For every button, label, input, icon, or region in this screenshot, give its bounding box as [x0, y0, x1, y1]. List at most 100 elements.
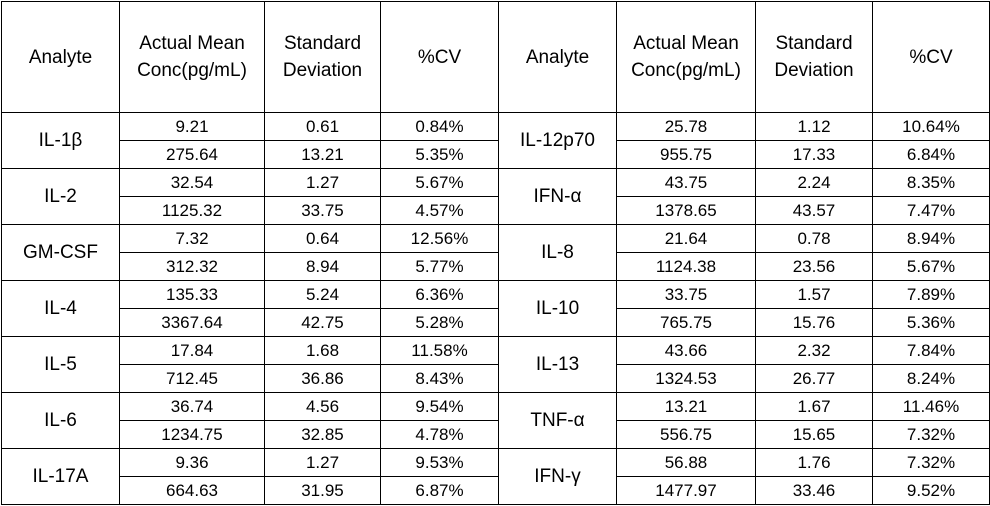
mean-conc-cell: 1125.32 [119, 196, 265, 225]
mean-conc-cell: 25.78 [616, 112, 756, 141]
std-dev-cell: 15.76 [755, 308, 873, 337]
mean-conc-cell: 135.33 [119, 280, 265, 309]
mean-conc-cell: 1477.97 [616, 476, 756, 505]
std-dev-cell: 8.94 [264, 252, 381, 281]
analyte-cell: IL-6 [1, 392, 120, 449]
header-analyte: Analyte [1, 1, 120, 113]
table-body: IL-1β 9.21 0.61 0.84% IL-12p70 25.78 1.12 10.64… [1, 112, 990, 505]
std-dev-cell: 32.85 [264, 420, 381, 449]
cv-cell: 7.89% [872, 280, 990, 309]
std-dev-cell: 1.27 [264, 168, 381, 197]
mean-conc-cell: 1378.65 [616, 196, 756, 225]
header-cv: %CV [872, 1, 990, 113]
mean-conc-cell: 33.75 [616, 280, 756, 309]
mean-conc-cell: 312.32 [119, 252, 265, 281]
mean-conc-cell: 21.64 [616, 224, 756, 253]
cv-cell: 11.58% [380, 336, 499, 365]
cv-cell: 8.43% [380, 364, 499, 393]
header-actual-mean-conc: Actual Mean Conc(pg/mL) [119, 1, 265, 113]
cv-cell: 7.32% [872, 420, 990, 449]
analyte-cell: IL-4 [1, 280, 120, 337]
mean-conc-cell: 955.75 [616, 140, 756, 169]
analyte-cell: IFN-α [498, 168, 617, 225]
analyte-cell: IL-12p70 [498, 112, 617, 169]
header-analyte: Analyte [498, 1, 617, 113]
mean-conc-cell: 275.64 [119, 140, 265, 169]
table-row: 1125.32 33.75 4.57% 1378.65 43.57 7.47% [2, 196, 990, 225]
cv-cell: 5.36% [872, 308, 990, 337]
mean-conc-cell: 43.75 [616, 168, 756, 197]
analyte-cell: IL-2 [1, 168, 120, 225]
cv-cell: 5.67% [872, 252, 990, 281]
table-row: 275.64 13.21 5.35% 955.75 17.33 6.84% [2, 140, 990, 169]
std-dev-cell: 17.33 [755, 140, 873, 169]
cv-cell: 5.28% [380, 308, 499, 337]
cv-cell: 9.53% [380, 448, 499, 477]
std-dev-cell: 13.21 [264, 140, 381, 169]
cv-cell: 5.77% [380, 252, 499, 281]
cv-cell: 7.84% [872, 336, 990, 365]
std-dev-cell: 43.57 [755, 196, 873, 225]
std-dev-cell: 4.56 [264, 392, 381, 421]
mean-conc-cell: 43.66 [616, 336, 756, 365]
std-dev-cell: 31.95 [264, 476, 381, 505]
cv-cell: 8.94% [872, 224, 990, 253]
cv-cell: 0.84% [380, 112, 499, 141]
mean-conc-cell: 712.45 [119, 364, 265, 393]
header-cv: %CV [380, 1, 499, 113]
std-dev-cell: 1.12 [755, 112, 873, 141]
std-dev-cell: 0.78 [755, 224, 873, 253]
std-dev-cell: 2.32 [755, 336, 873, 365]
table-row: 3367.64 42.75 5.28% 765.75 15.76 5.36% [2, 308, 990, 337]
std-dev-cell: 1.76 [755, 448, 873, 477]
mean-conc-cell: 765.75 [616, 308, 756, 337]
analyte-cell: IL-17A [1, 448, 120, 505]
std-dev-cell: 1.57 [755, 280, 873, 309]
analyte-cell: IL-5 [1, 336, 120, 393]
std-dev-cell: 2.24 [755, 168, 873, 197]
analyte-cell: IL-1β [1, 112, 120, 169]
cv-cell: 8.24% [872, 364, 990, 393]
cv-cell: 6.84% [872, 140, 990, 169]
header-actual-mean-conc: Actual Mean Conc(pg/mL) [616, 1, 756, 113]
table-row: 312.32 8.94 5.77% 1124.38 23.56 5.67% [2, 252, 990, 281]
cv-cell: 4.57% [380, 196, 499, 225]
table-row: IL-5 17.84 1.68 11.58% IL-13 43.66 2.32 7.84% [1, 336, 990, 393]
analyte-cell: IL-10 [498, 280, 617, 337]
mean-conc-cell: 56.88 [616, 448, 756, 477]
cv-cell: 4.78% [380, 420, 499, 449]
analyte-cell: IFN-γ [498, 448, 617, 505]
std-dev-cell: 26.77 [755, 364, 873, 393]
cv-cell: 9.52% [872, 476, 990, 505]
mean-conc-cell: 1324.53 [616, 364, 756, 393]
mean-conc-cell: 7.32 [119, 224, 265, 253]
mean-conc-cell: 36.74 [119, 392, 265, 421]
std-dev-cell: 1.27 [264, 448, 381, 477]
analyte-cell: TNF-α [498, 392, 617, 449]
table-row: IL-17A 9.36 1.27 9.53% IFN-γ 56.88 1.76 7.32% [1, 448, 990, 505]
table-row: 1234.75 32.85 4.78% 556.75 15.65 7.32% [2, 420, 990, 449]
mean-conc-cell: 13.21 [616, 392, 756, 421]
cv-cell: 11.46% [872, 392, 990, 421]
std-dev-cell: 1.68 [264, 336, 381, 365]
std-dev-cell: 1.67 [755, 392, 873, 421]
analyte-cell: IL-8 [498, 224, 617, 281]
header-row: Analyte Actual Mean Conc(pg/mL) Standard… [1, 1, 990, 113]
table-row: 664.63 31.95 6.87% 1477.97 33.46 9.52% [2, 476, 990, 505]
cv-cell: 12.56% [380, 224, 499, 253]
table-header: Analyte Actual Mean Conc(pg/mL) Standard… [1, 1, 990, 113]
cv-cell: 7.32% [872, 448, 990, 477]
std-dev-cell: 23.56 [755, 252, 873, 281]
analyte-cell: IL-13 [498, 336, 617, 393]
cv-cell: 6.36% [380, 280, 499, 309]
table-row: IL-1β 9.21 0.61 0.84% IL-12p70 25.78 1.12 10.64… [1, 112, 990, 169]
table-row: GM-CSF 7.32 0.64 12.56% IL-8 21.64 0.78 8.94% [1, 224, 990, 281]
mean-conc-cell: 9.21 [119, 112, 265, 141]
analyte-cell: GM-CSF [1, 224, 120, 281]
cv-cell: 9.54% [380, 392, 499, 421]
std-dev-cell: 36.86 [264, 364, 381, 393]
header-standard-deviation: Standard Deviation [264, 1, 381, 113]
std-dev-cell: 33.46 [755, 476, 873, 505]
mean-conc-cell: 556.75 [616, 420, 756, 449]
